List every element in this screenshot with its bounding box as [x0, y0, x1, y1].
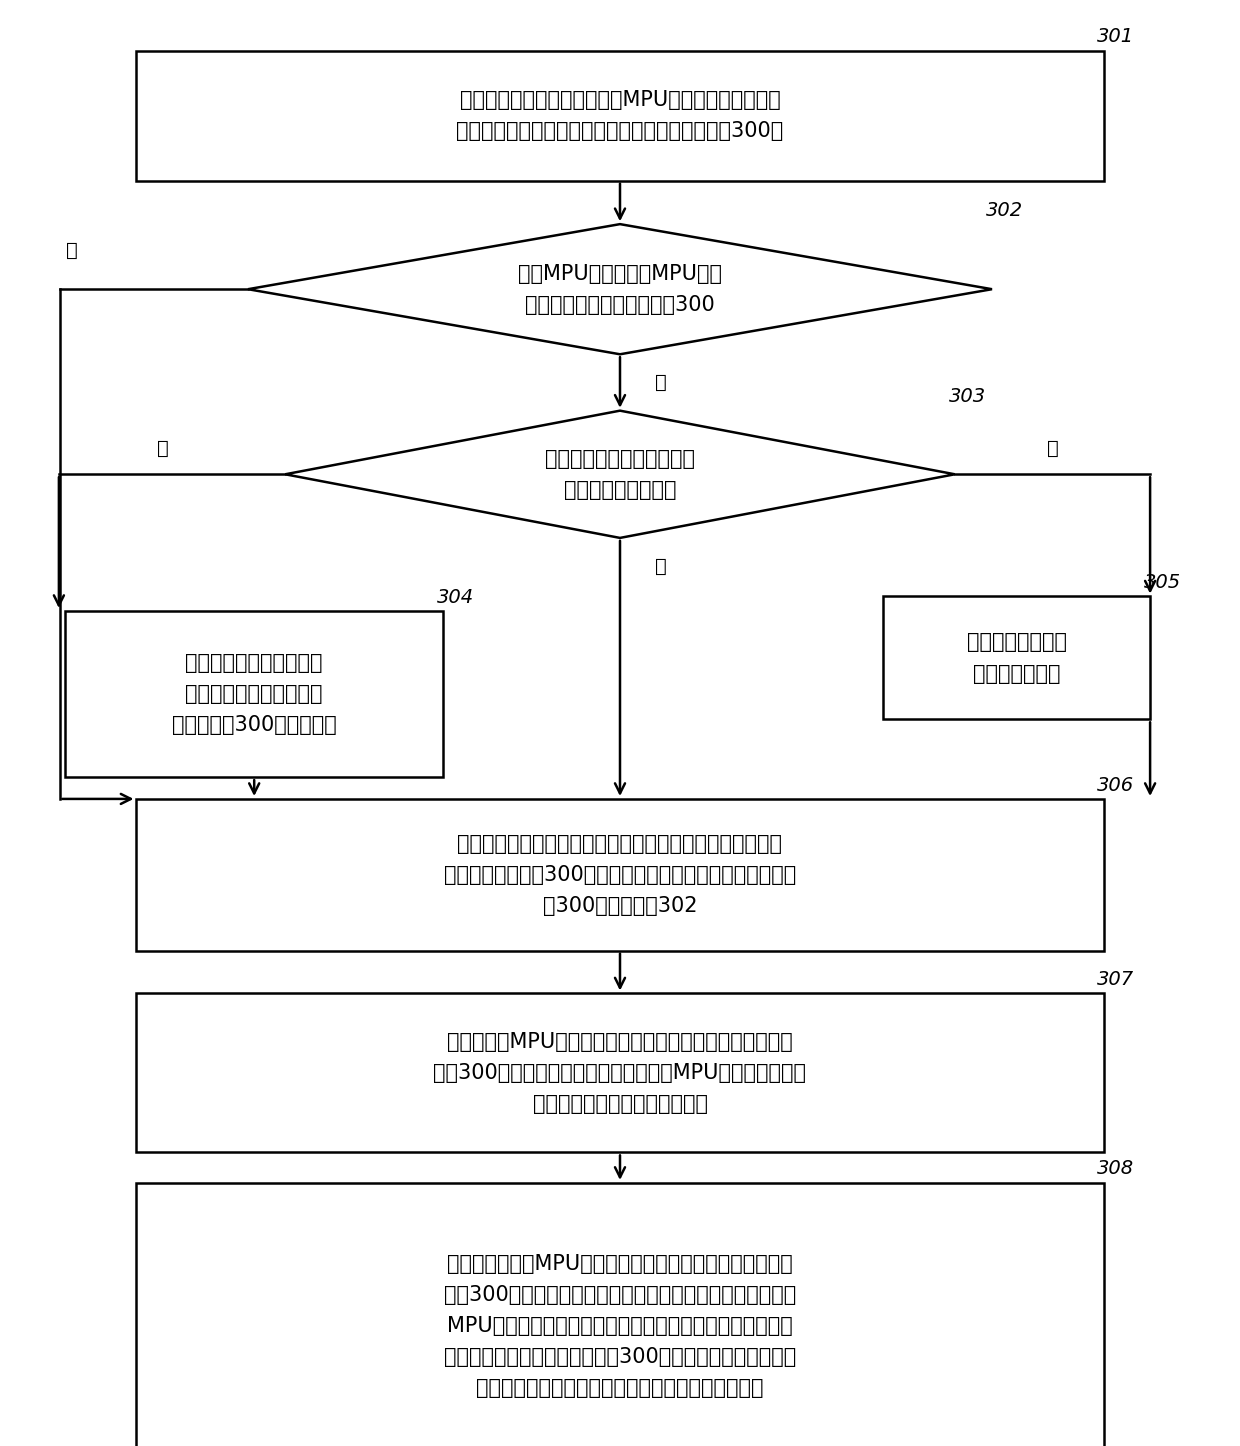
Bar [136, 51, 1104, 181]
Text: 是: 是 [1047, 438, 1058, 458]
Text: 在指定单板启动过程中，主用MPU向指定单板发送本地
存储的系统资源状态信息（记为系统资源状态信息300）: 在指定单板启动过程中，主用MPU向指定单板发送本地 存储的系统资源状态信息（记为… [456, 90, 784, 142]
Polygon shape [248, 224, 992, 354]
Text: 305: 305 [1145, 573, 1180, 593]
Text: 307: 307 [1097, 970, 1135, 989]
Text: 主用MPU检测本主用MPU是否
成功发送系统资源状态信息300: 主用MPU检测本主用MPU是否 成功发送系统资源状态信息300 [518, 263, 722, 315]
Text: 创建指定单板相关联的重
传定时器，并记录系统资
源状态信息300的资源标识: 创建指定单板相关联的重 传定时器，并记录系统资 源状态信息300的资源标识 [172, 654, 336, 735]
Text: 308: 308 [1097, 1160, 1135, 1178]
Text: 若检查出本主用MPU已记录了该被成功发送的系统资源状态
信息300的资源标识，则删除所述资源标识；若检查出本主用
MPU本地已创建了指定单板相关联的重传定时器，: 若检查出本主用MPU已记录了该被成功发送的系统资源状态 信息300的资源标识，则… [444, 1254, 796, 1398]
Bar [136, 993, 1104, 1152]
Text: 否: 否 [655, 373, 666, 392]
Text: 检查本主用MPU是否已记录了该被成功发送的系统资源状态
信息300的资源标识，以及，检查本主用MPU是否已创建了所
述指定单板相关联的重传定时器: 检查本主用MPU是否已记录了该被成功发送的系统资源状态 信息300的资源标识，以… [434, 1032, 806, 1113]
Polygon shape [285, 411, 955, 538]
Text: 304: 304 [436, 587, 474, 607]
Text: 303: 303 [949, 388, 986, 406]
Text: 301: 301 [1097, 27, 1135, 46]
Text: 是: 是 [66, 241, 77, 260]
Text: 306: 306 [1097, 775, 1135, 795]
Bar [136, 798, 1104, 951]
Text: 检查本地是否存在指定单板
相关联的重传定时器: 检查本地是否存在指定单板 相关联的重传定时器 [546, 448, 694, 500]
Text: 在检测到重传定时器超时时根据记录的上述资源标识查找到
系统资源状态信息300，重新向指定单板发送系统资源状态信
息300，返回步骤302: 在检测到重传定时器超时时根据记录的上述资源标识查找到 系统资源状态信息300，重… [444, 834, 796, 915]
Text: 否: 否 [157, 438, 169, 458]
Text: 重置指定单板相关
联的重传定时器: 重置指定单板相关 联的重传定时器 [967, 632, 1066, 684]
Bar [64, 610, 444, 778]
Text: 否: 否 [655, 557, 666, 577]
Bar [883, 596, 1149, 719]
Text: 302: 302 [986, 201, 1023, 220]
Bar [136, 1183, 1104, 1446]
